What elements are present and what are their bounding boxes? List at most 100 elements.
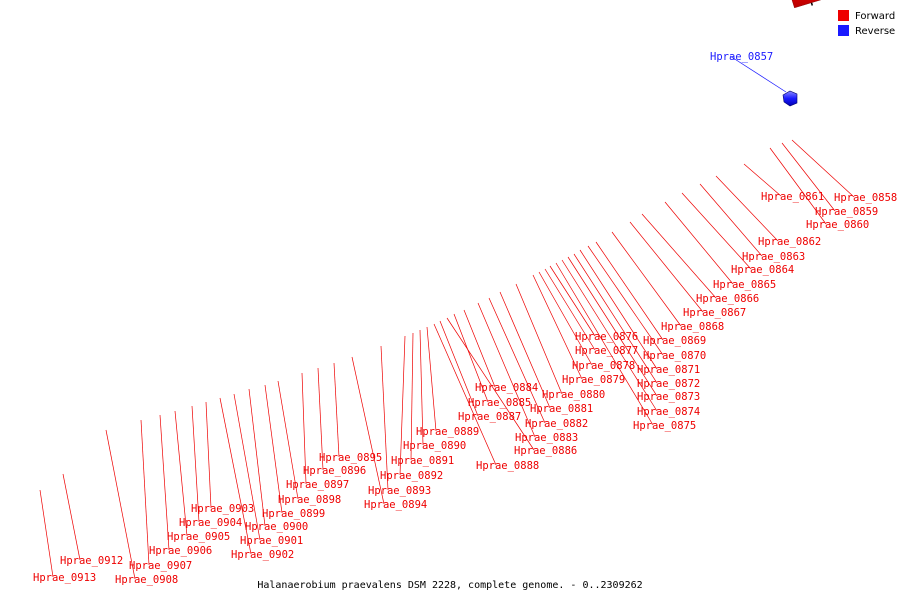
gene-label[interactable]: Hprae_0866 bbox=[696, 293, 759, 305]
leader-line bbox=[488, 297, 546, 424]
gene-label[interactable]: Hprae_0898 bbox=[278, 494, 341, 506]
leader-line bbox=[729, 55, 787, 93]
gene-label[interactable]: Hprae_0864 bbox=[731, 264, 794, 276]
label-leaders bbox=[39, 55, 855, 580]
gene-label[interactable]: Hprae_0906 bbox=[149, 545, 212, 557]
leader-line bbox=[277, 380, 299, 500]
leader-line bbox=[561, 259, 658, 412]
leader-line bbox=[641, 213, 717, 299]
leader-line bbox=[567, 256, 658, 397]
gene-label[interactable]: Hprae_0875 bbox=[633, 420, 696, 432]
gene-label[interactable]: Hprae_0897 bbox=[286, 479, 349, 491]
leader-line bbox=[781, 142, 836, 212]
leader-line bbox=[410, 332, 414, 461]
gene-label[interactable]: Hprae_0891 bbox=[391, 455, 454, 467]
gene-label[interactable]: Hprae_0880 bbox=[542, 389, 605, 401]
legend: Forward Reverse bbox=[838, 10, 895, 37]
gene-label[interactable]: Hprae_0888 bbox=[476, 460, 539, 472]
gene-label[interactable]: Hprae_0895 bbox=[319, 452, 382, 464]
gene-labels: Hprae_0857 Hprae_0858 Hprae_0859Hprae_0860… bbox=[33, 51, 897, 586]
leader-line bbox=[681, 192, 752, 270]
gene-label[interactable]: Hprae_0870 bbox=[643, 350, 706, 362]
leader-line bbox=[105, 429, 136, 580]
leader-line bbox=[549, 265, 596, 337]
gene-label[interactable]: Hprae_0861 bbox=[761, 191, 824, 203]
gene-label[interactable]: Hprae_0874 bbox=[637, 406, 700, 418]
leader-line bbox=[433, 323, 497, 466]
gene-label[interactable]: Hprae_0859 bbox=[815, 206, 878, 218]
gene-label[interactable]: Hprae_0892 bbox=[380, 470, 443, 482]
gene-label[interactable]: Hprae_0869 bbox=[643, 335, 706, 347]
leader-line bbox=[463, 309, 496, 388]
gene-label[interactable]: Hprae_0900 bbox=[245, 521, 308, 533]
leader-line bbox=[664, 201, 734, 285]
gene-label[interactable]: Hprae_0887 bbox=[458, 411, 521, 423]
leader-line bbox=[544, 268, 596, 351]
gene-label[interactable]: Hprae_0908 bbox=[115, 574, 178, 586]
legend-reverse-label: Reverse bbox=[855, 26, 895, 37]
gene-label[interactable]: Hprae_0865 bbox=[713, 279, 776, 291]
gene-label[interactable]: Hprae_0882 bbox=[525, 418, 588, 430]
gene-label[interactable]: Hprae_0881 bbox=[530, 403, 593, 415]
gene-label[interactable]: Hprae_0903 bbox=[191, 503, 254, 515]
gene-label[interactable]: Hprae_0890 bbox=[403, 440, 466, 452]
leader-line bbox=[219, 397, 252, 555]
leader-line bbox=[248, 388, 266, 527]
gene-label[interactable]: Hprae_0894 bbox=[364, 499, 427, 511]
legend-forward-swatch bbox=[838, 10, 849, 21]
gene-arrow-forward bbox=[791, 0, 822, 9]
gene-label[interactable]: Hprae_0862 bbox=[758, 236, 821, 248]
leader-line bbox=[499, 291, 551, 409]
gene-label[interactable]: Hprae_0857 bbox=[710, 51, 773, 63]
gene-label[interactable]: Hprae_0902 bbox=[231, 549, 294, 561]
leader-line bbox=[399, 335, 406, 476]
gene-label[interactable]: Hprae_0863 bbox=[742, 251, 805, 263]
gene-label[interactable]: Hprae_0872 bbox=[637, 378, 700, 390]
gene-label[interactable]: Hprae_0871 bbox=[637, 364, 700, 376]
gene-label[interactable]: Hprae_0905 bbox=[167, 531, 230, 543]
gene-label[interactable]: Hprae_0885 bbox=[468, 397, 531, 409]
gene-label[interactable]: Hprae_0879 bbox=[562, 374, 625, 386]
leader-line bbox=[715, 175, 779, 242]
leader-line bbox=[62, 473, 81, 561]
gene-label[interactable]: Hprae_0901 bbox=[240, 535, 303, 547]
gene-label[interactable]: Hprae_0860 bbox=[806, 219, 869, 231]
leader-line bbox=[595, 241, 664, 341]
leader-line bbox=[743, 163, 782, 197]
leader-line bbox=[699, 183, 763, 257]
leader-line bbox=[573, 253, 658, 384]
gene-label[interactable]: Hprae_0912 bbox=[60, 555, 123, 567]
gene-label[interactable]: Hprae_0868 bbox=[661, 321, 724, 333]
leader-line bbox=[380, 345, 389, 491]
gene-label[interactable]: Hprae_0867 bbox=[683, 307, 746, 319]
gene-label[interactable]: Hprae_0899 bbox=[262, 508, 325, 520]
leader-line bbox=[446, 317, 535, 451]
gene-label[interactable]: Hprae_0858 bbox=[834, 192, 897, 204]
gene-arrow-reverse bbox=[782, 90, 798, 107]
gene-label[interactable]: Hprae_0886 bbox=[514, 445, 577, 457]
gene-label[interactable]: Hprae_0893 bbox=[368, 485, 431, 497]
gene-label[interactable]: Hprae_0889 bbox=[416, 426, 479, 438]
legend-forward-label: Forward bbox=[855, 11, 895, 22]
gene-label[interactable]: Hprae_0907 bbox=[129, 560, 192, 572]
leader-line bbox=[555, 262, 654, 426]
map-caption: Halanaerobium praevalens DSM 2228, compl… bbox=[257, 580, 642, 591]
leader-line bbox=[532, 274, 583, 380]
gene-label[interactable]: Hprae_0883 bbox=[515, 432, 578, 444]
leader-line bbox=[317, 367, 324, 471]
leader-line bbox=[205, 401, 212, 509]
leader-line bbox=[264, 384, 283, 514]
leader-line bbox=[611, 231, 682, 327]
leader-line bbox=[419, 329, 424, 446]
leader-line bbox=[538, 271, 593, 366]
gene-label[interactable]: Hprae_0884 bbox=[475, 382, 538, 394]
gene-label[interactable]: Hprae_0876 bbox=[575, 331, 638, 343]
gene-label[interactable]: Hprae_0904 bbox=[179, 517, 242, 529]
leader-line bbox=[351, 356, 385, 505]
gene-label[interactable]: Hprae_0877 bbox=[575, 345, 638, 357]
gene-label[interactable]: Hprae_0873 bbox=[637, 391, 700, 403]
gene-label[interactable]: Hprae_0913 bbox=[33, 572, 96, 584]
gene-label[interactable]: Hprae_0896 bbox=[303, 465, 366, 477]
gene-label[interactable]: Hprae_0878 bbox=[572, 360, 635, 372]
